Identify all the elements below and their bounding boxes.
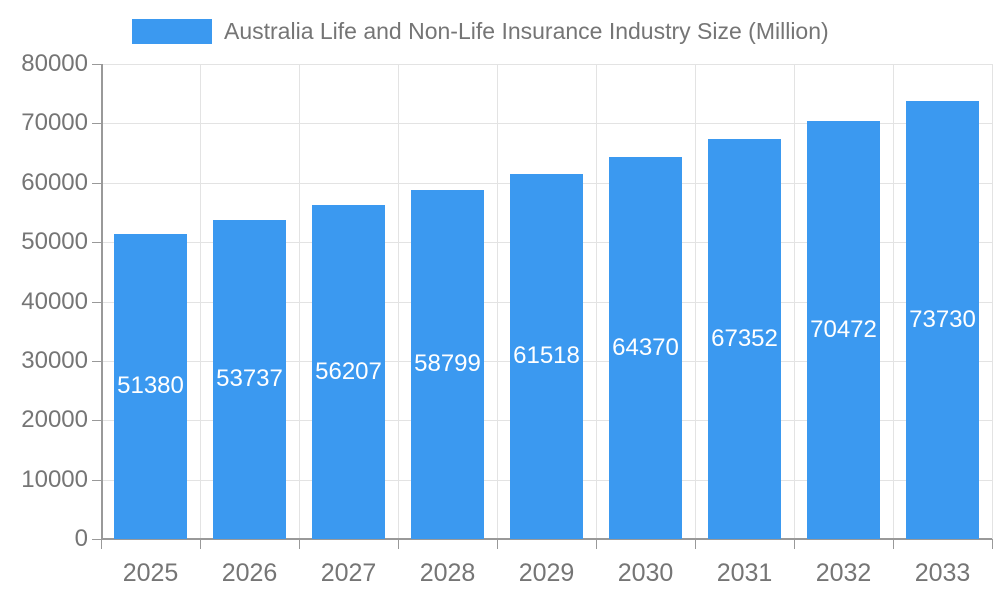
x-tick-label: 2028 <box>419 559 476 587</box>
y-tick-label: 50000 <box>21 228 88 256</box>
x-tick-label: 2025 <box>122 559 179 587</box>
x-gridline <box>794 64 795 539</box>
x-gridline <box>992 64 993 539</box>
y-tick-label: 80000 <box>21 50 88 77</box>
x-tick-label: 2032 <box>815 559 872 587</box>
chart-legend: Australia Life and Non-Life Insurance In… <box>132 14 829 48</box>
y-tick-label: 60000 <box>21 168 88 196</box>
legend-swatch <box>132 18 212 44</box>
bar-value-label: 70472 <box>810 315 877 343</box>
y-gridline <box>101 123 992 125</box>
x-gridline <box>200 64 201 539</box>
bar[interactable] <box>411 189 484 539</box>
bar-value-label: 67352 <box>711 325 778 353</box>
bar[interactable] <box>708 139 781 539</box>
x-tick-label: 2029 <box>518 559 575 587</box>
y-tick-label: 70000 <box>21 109 88 137</box>
y-tick-label: 40000 <box>21 287 88 315</box>
x-axis-tick <box>101 539 102 549</box>
x-axis-tick <box>992 539 993 549</box>
y-axis-tick <box>92 182 101 184</box>
y-axis-tick <box>92 301 101 303</box>
x-axis-tick <box>695 539 696 549</box>
chart-title: Australia Life and Non-Life Insurance In… <box>224 17 829 44</box>
y-axis-tick <box>92 479 101 481</box>
y-tick-label: 10000 <box>21 465 88 493</box>
x-axis-tick <box>200 539 201 549</box>
x-tick-label: 2026 <box>221 559 278 587</box>
x-gridline <box>695 64 696 539</box>
bar-value-label: 53737 <box>216 365 283 393</box>
bar-value-label: 61518 <box>513 342 580 370</box>
y-gridline <box>101 64 992 65</box>
bar[interactable] <box>807 120 880 539</box>
y-tick-label: 0 <box>74 525 88 552</box>
x-axis-tick <box>497 539 498 549</box>
x-axis-tick <box>893 539 894 549</box>
bar[interactable] <box>114 233 187 539</box>
bar-value-label: 51380 <box>117 372 184 400</box>
x-axis-tick <box>794 539 795 549</box>
x-tick-label: 2030 <box>617 559 674 587</box>
y-axis-tick <box>92 123 101 125</box>
bar-value-label: 58799 <box>414 350 481 378</box>
x-tick-label: 2033 <box>914 559 971 587</box>
bar[interactable] <box>312 205 385 539</box>
y-axis-tick <box>92 64 101 65</box>
y-axis-tick <box>92 539 101 540</box>
y-axis-line <box>101 64 103 540</box>
y-tick-label: 20000 <box>21 406 88 434</box>
x-tick-label: 2027 <box>320 559 377 587</box>
bar[interactable] <box>906 101 979 539</box>
bar[interactable] <box>609 156 682 539</box>
x-axis-tick <box>398 539 399 549</box>
x-axis-line <box>101 538 992 540</box>
bar-value-label: 64370 <box>612 333 679 361</box>
x-gridline <box>596 64 597 539</box>
x-gridline <box>299 64 300 539</box>
bar[interactable] <box>213 219 286 539</box>
x-tick-label: 2031 <box>716 559 773 587</box>
x-gridline <box>398 64 399 539</box>
bar-value-label: 73730 <box>909 306 976 334</box>
bar-value-label: 56207 <box>315 358 382 386</box>
y-axis-tick <box>92 360 101 362</box>
x-gridline <box>497 64 498 539</box>
x-axis-tick <box>596 539 597 549</box>
x-gridline <box>893 64 894 539</box>
y-axis-tick <box>92 420 101 422</box>
bar[interactable] <box>510 173 583 539</box>
y-axis-tick <box>92 242 101 244</box>
y-tick-label: 30000 <box>21 346 88 374</box>
x-axis-tick <box>299 539 300 549</box>
